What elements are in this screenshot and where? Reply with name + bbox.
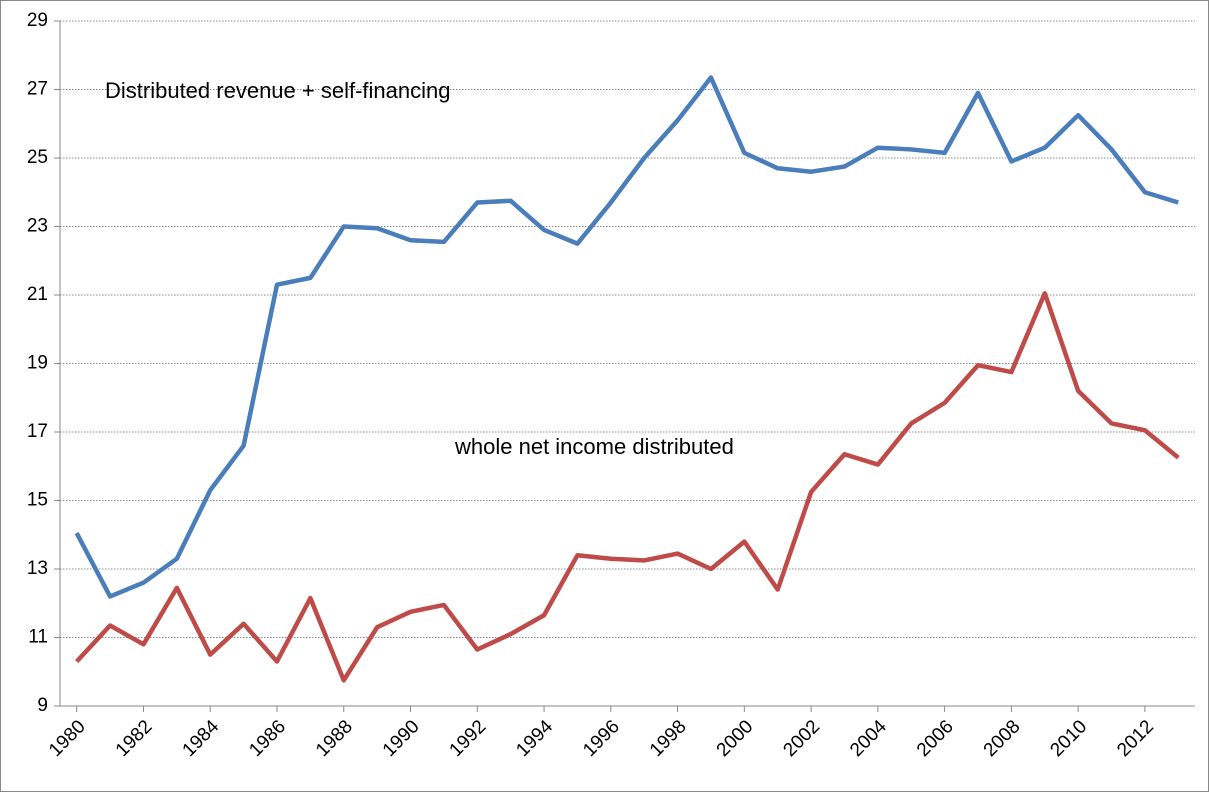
y-tick-label: 17 [27,421,48,442]
y-tick-label: 29 [27,10,48,31]
y-tick-label: 9 [37,695,48,716]
y-tick-label: 25 [27,147,48,168]
series-line [74,75,1179,599]
series-label: Distributed revenue + self-financing [105,78,450,103]
y-tick-label: 13 [27,558,48,579]
y-tick-label: 19 [27,353,48,374]
series-line [75,291,1180,683]
y-tick-label: 27 [27,79,48,100]
y-tick-label: 15 [27,490,48,511]
series-label: whole net income distributed [454,434,734,459]
y-tick-label: 21 [27,284,48,305]
y-tick-label: 23 [27,216,48,237]
y-tick-label: 11 [28,627,48,648]
